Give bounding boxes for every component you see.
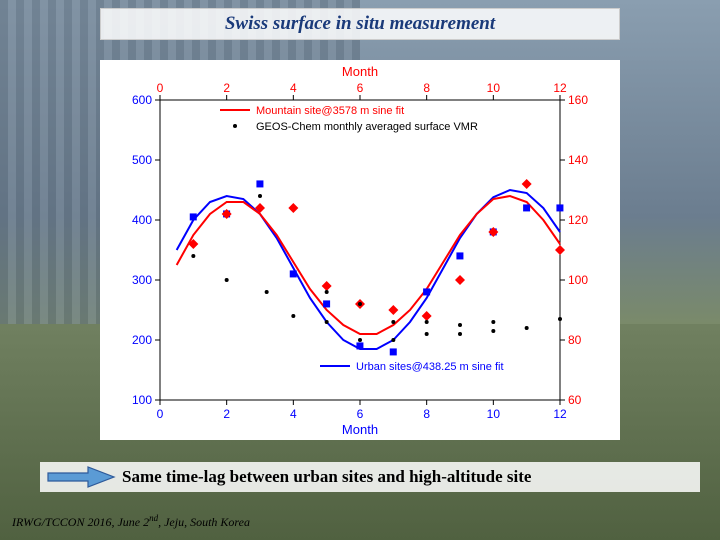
svg-text:60: 60 bbox=[568, 393, 582, 407]
svg-text:2: 2 bbox=[223, 407, 230, 421]
footer-suffix: , Jeju, South Korea bbox=[158, 515, 250, 529]
svg-text:Month: Month bbox=[342, 422, 378, 437]
svg-text:100: 100 bbox=[132, 393, 152, 407]
conclusion-row: Same time-lag between urban sites and hi… bbox=[40, 462, 700, 492]
svg-text:4: 4 bbox=[290, 407, 297, 421]
footer-sup: nd bbox=[149, 513, 158, 523]
svg-text:300: 300 bbox=[132, 273, 152, 287]
svg-text:600: 600 bbox=[132, 93, 152, 107]
svg-text:0: 0 bbox=[157, 407, 164, 421]
svg-text:500: 500 bbox=[132, 153, 152, 167]
svg-text:8: 8 bbox=[423, 407, 430, 421]
svg-text:6: 6 bbox=[357, 81, 364, 95]
svg-text:GEOS-Chem monthly averaged sur: GEOS-Chem monthly averaged surface VMR bbox=[256, 121, 478, 133]
chart-container: 0 0 2 2 4 4 6 6 8 8 10 10 12 12 Month Month 100 200 300 400… bbox=[100, 60, 620, 440]
svg-text:400: 400 bbox=[132, 213, 152, 227]
svg-text:10: 10 bbox=[487, 407, 501, 421]
svg-text:10: 10 bbox=[487, 81, 501, 95]
svg-text:80: 80 bbox=[568, 333, 582, 347]
svg-text:160: 160 bbox=[568, 93, 588, 107]
footer-prefix: IRWG/TCCON 2016, June 2 bbox=[12, 515, 149, 529]
svg-text:120: 120 bbox=[568, 213, 588, 227]
svg-text:100: 100 bbox=[568, 273, 588, 287]
footer-citation: IRWG/TCCON 2016, June 2nd, Jeju, South K… bbox=[12, 513, 250, 530]
svg-text:8: 8 bbox=[423, 81, 430, 95]
dual-axis-chart: 0 0 2 2 4 4 6 6 8 8 10 10 12 12 Month Month 100 200 300 400… bbox=[100, 60, 620, 440]
svg-text:140: 140 bbox=[568, 153, 588, 167]
svg-text:0: 0 bbox=[157, 81, 164, 95]
svg-text:12: 12 bbox=[553, 81, 567, 95]
svg-text:Month: Month bbox=[342, 64, 378, 79]
svg-text:Mountain site@3578 m sine fit: Mountain site@3578 m sine fit bbox=[256, 105, 404, 117]
svg-text:2: 2 bbox=[223, 81, 230, 95]
svg-text:Urban sites@438.25 m sine fit: Urban sites@438.25 m sine fit bbox=[356, 361, 504, 373]
conclusion-text: Same time-lag between urban sites and hi… bbox=[122, 467, 531, 487]
arrow-right-icon bbox=[46, 464, 116, 490]
svg-text:6: 6 bbox=[357, 407, 364, 421]
slide-title: Swiss surface in situ measurement bbox=[100, 8, 620, 40]
svg-text:4: 4 bbox=[290, 81, 297, 95]
svg-text:12: 12 bbox=[553, 407, 567, 421]
svg-text:200: 200 bbox=[132, 333, 152, 347]
